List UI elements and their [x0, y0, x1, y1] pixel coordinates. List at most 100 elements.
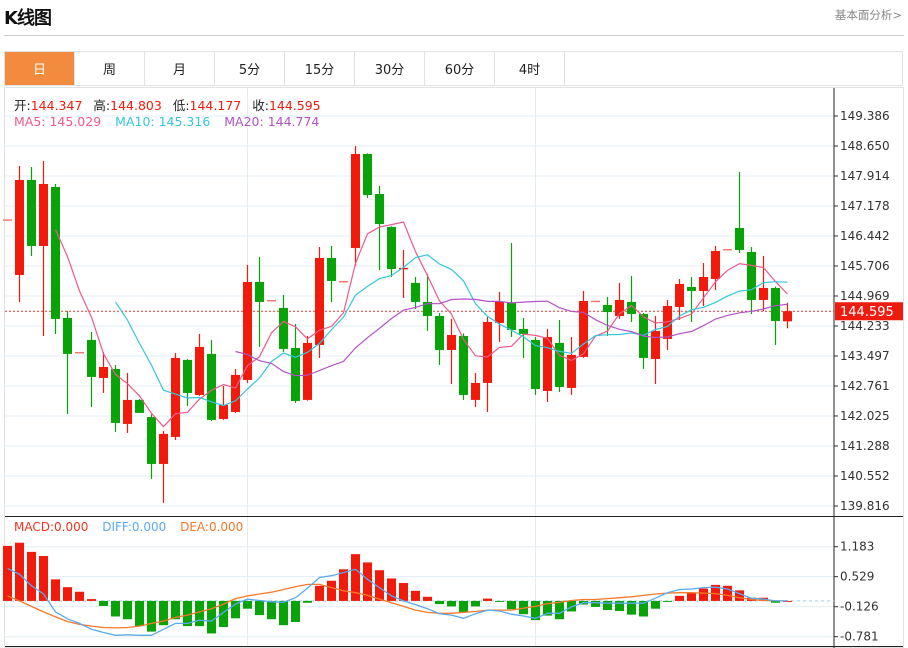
- tab-60min[interactable]: 60分: [425, 52, 495, 85]
- candle-body: [447, 334, 456, 350]
- close-label: 收:: [252, 98, 269, 113]
- candle: [339, 280, 348, 283]
- candle-body: [651, 330, 660, 359]
- candle-body: [459, 335, 468, 395]
- candle-body: [411, 282, 420, 302]
- macd-bar: [363, 562, 372, 601]
- macd-bar: [351, 554, 360, 601]
- tab-5min[interactable]: 5分: [215, 52, 285, 85]
- candle: [63, 310, 72, 414]
- macd-bar: [711, 584, 720, 601]
- macd-bar: [315, 585, 324, 601]
- candle: [675, 278, 684, 320]
- candle-body: [507, 302, 516, 330]
- candle-body: [171, 357, 180, 437]
- candle-body: [99, 366, 108, 378]
- candle: [27, 166, 36, 257]
- candle-body: [63, 317, 72, 354]
- candle-body: [111, 368, 120, 423]
- price-tick-label: 146.442: [840, 229, 890, 243]
- macd-bar: [375, 570, 384, 601]
- candle: [399, 249, 408, 298]
- candle-body: [27, 179, 36, 246]
- macd-bar: [423, 596, 432, 601]
- macd-bar: [231, 600, 240, 619]
- candle: [771, 286, 780, 345]
- candle-body: [363, 153, 372, 195]
- candle-body: [735, 227, 744, 250]
- macd-bar: [459, 600, 468, 612]
- candle: [783, 302, 792, 329]
- candle: [159, 430, 168, 503]
- candle-body: [495, 301, 504, 323]
- macd-bar: [255, 600, 264, 616]
- candle: [615, 282, 624, 319]
- macd-bar: [591, 600, 600, 607]
- macd-bar: [291, 600, 300, 622]
- candle: [579, 290, 588, 358]
- ma5-legend: MA5: 145.029: [14, 114, 102, 129]
- candle-body: [435, 315, 444, 350]
- candle: [531, 336, 540, 395]
- tab-day[interactable]: 日: [5, 52, 75, 85]
- candle-body: [687, 286, 696, 291]
- tab-month[interactable]: 月: [145, 52, 215, 85]
- macd-bar: [99, 600, 108, 606]
- candle-body: [711, 250, 720, 279]
- candle: [519, 317, 528, 358]
- candle: [243, 264, 252, 383]
- macd-bar: [3, 545, 12, 601]
- tab-30min[interactable]: 30分: [355, 52, 425, 85]
- candle-body: [603, 304, 612, 312]
- price-tick-label: 142.761: [840, 379, 890, 393]
- macd-bar: [495, 600, 504, 602]
- candle-body: [483, 321, 492, 383]
- fundamental-analysis-link[interactable]: 基本面分析>: [834, 8, 902, 22]
- candle-body: [87, 339, 96, 377]
- candle: [603, 296, 612, 336]
- macd-bar: [531, 600, 540, 621]
- candle-body: [771, 287, 780, 321]
- candle: [747, 246, 756, 314]
- candle: [423, 273, 432, 331]
- candle: [387, 226, 396, 277]
- candle: [207, 339, 216, 422]
- candle: [351, 145, 360, 266]
- macd-bar: [339, 569, 348, 601]
- chart-frame: [4, 87, 904, 648]
- low-value: 144.177: [189, 98, 242, 113]
- candle: [3, 219, 12, 221]
- macd-bar: [399, 583, 408, 601]
- header-divider: [4, 35, 904, 36]
- macd-bar: [63, 587, 72, 601]
- candle-body: [207, 353, 216, 420]
- macd-bar: [507, 600, 516, 610]
- candle: [111, 364, 120, 432]
- macd-bar: [627, 600, 636, 615]
- candle: [459, 333, 468, 400]
- candle-body: [663, 305, 672, 339]
- candle: [591, 300, 600, 303]
- macd-legend-macd: MACD:0.000: [14, 520, 89, 534]
- tab-15min[interactable]: 15分: [285, 52, 355, 85]
- macd-bar: [483, 598, 492, 601]
- tab-4hour[interactable]: 4时: [495, 52, 565, 85]
- macd-bar: [651, 600, 660, 609]
- candle-body: [531, 339, 540, 389]
- candle-body: [183, 359, 192, 393]
- period-tabs: 日 周 月 5分 15分 30分 60分 4时: [4, 51, 903, 86]
- candle-body: [759, 287, 768, 300]
- dea-line: [7, 583, 788, 629]
- ohlc-info: 开:144.347 高:144.803 低:144.177 收:144.595: [14, 95, 328, 114]
- tab-week[interactable]: 周: [75, 52, 145, 85]
- candle: [135, 399, 144, 413]
- price-tick-label: 145.706: [840, 259, 890, 273]
- price-tick-label: 147.914: [840, 169, 890, 183]
- candle-body: [339, 280, 348, 283]
- macd-bar: [147, 600, 156, 632]
- candle: [15, 165, 24, 303]
- macd-bar: [471, 600, 480, 607]
- candle-body: [195, 346, 204, 395]
- macd-bar: [555, 600, 564, 620]
